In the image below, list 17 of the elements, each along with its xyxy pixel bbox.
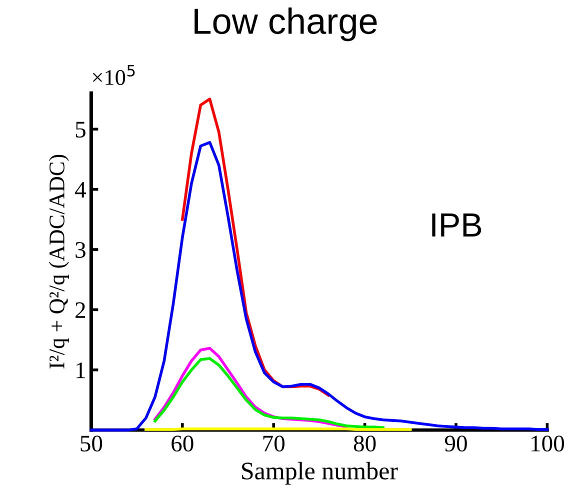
text: ×10$^{5}$ xyxy=(92,64,135,86)
y-tick-label: 4 xyxy=(74,182,86,198)
y-tick-label: 5 xyxy=(76,122,86,138)
y-tick-label: 3 xyxy=(76,242,86,258)
x-tick-label: 50 xyxy=(80,436,102,452)
line-series xyxy=(154,357,384,430)
annotation: IPB xyxy=(432,214,482,236)
y-tick-label: 1 xyxy=(76,362,85,378)
x-tick-label: 80 xyxy=(354,436,376,452)
x-tick-label: 60 xyxy=(172,436,194,452)
x-tick-label: 90 xyxy=(444,436,467,452)
x-tick-label: 70 xyxy=(263,436,285,452)
x-tick-label: 100 xyxy=(532,436,564,452)
y-tick-label: 2 xyxy=(76,302,86,318)
chart-title: Low charge xyxy=(194,8,377,42)
x-axis-title: Sample number xyxy=(242,462,398,485)
y-axis-title: I²/q + Q²/q (ADC/ADC) xyxy=(48,154,69,368)
